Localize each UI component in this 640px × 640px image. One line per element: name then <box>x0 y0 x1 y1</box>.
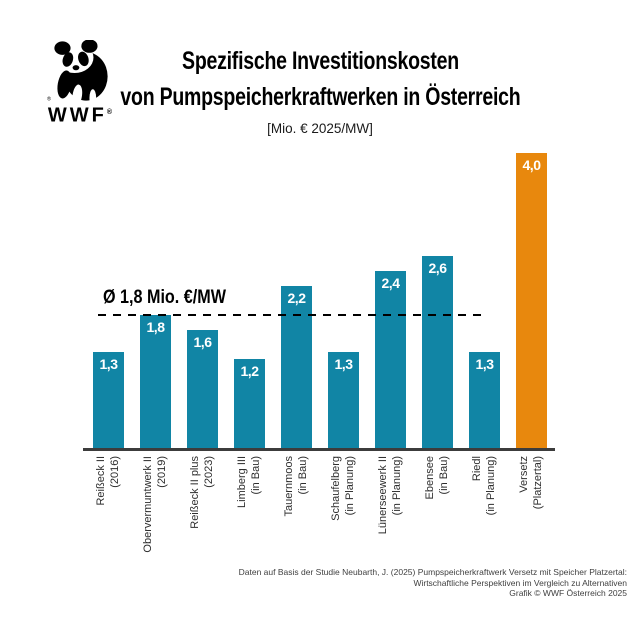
category-name: Reißeck II <box>95 456 107 506</box>
bar-6: 1,3 <box>328 352 359 448</box>
chart-title-text-1: Spezifische Investitionskosten <box>181 47 459 75</box>
bar-value-label: 1,3 <box>99 356 118 372</box>
category-label-1: Reißeck II (2016) <box>95 456 122 606</box>
registered-mark: ® <box>106 109 113 116</box>
category-status: (2016) <box>108 456 121 488</box>
chart-title-line-2: von Pumpspeicherkraftwerken in Österreic… <box>0 83 640 112</box>
source-line-1: Daten auf Basis der Studie Neubarth, J. … <box>238 567 627 577</box>
wwf-wordmark: WWF® <box>42 103 118 126</box>
average-line-label: Ø 1,8 Mio. €/MW <box>103 287 226 308</box>
bar-value-label: 2,6 <box>428 260 447 276</box>
unit-label: [Mio. € 2025/MW] <box>267 121 373 136</box>
svg-text:®: ® <box>47 96 51 102</box>
bar-value-label: 4,0 <box>522 157 541 173</box>
bar-chart: 1,3 1,8 1,6 1,2 2,2 1,3 2,4 2,6 1,3 4,0 Ø 1,8 Mio… <box>83 151 555 451</box>
bar-1: 1,3 <box>93 352 124 448</box>
bar-value-label: 1,3 <box>475 356 494 372</box>
wwf-logo: ® WWF® <box>42 40 118 126</box>
bar-4: 1,2 <box>234 359 265 448</box>
source-line-3: Grafik © WWF Österreich 2025 <box>509 588 627 598</box>
bar-value-label: 1,8 <box>146 319 165 335</box>
panda-icon: ® <box>47 40 108 102</box>
bar-value-label: 1,3 <box>334 356 353 372</box>
bar-value-label: 1,2 <box>240 363 259 379</box>
bar-value-label: 2,4 <box>381 275 400 291</box>
bar-2: 1,8 <box>140 315 171 448</box>
average-dashed-line <box>98 314 485 316</box>
chart-title-text-2: von Pumpspeicherkraftwerken in Österreic… <box>119 83 521 111</box>
category-label-2: Obervermuntwerk II (2019) <box>142 456 169 606</box>
bar-7: 2,4 <box>375 271 406 448</box>
bar-8: 2,6 <box>422 256 453 448</box>
category-name: Obervermuntwerk II <box>142 456 154 553</box>
bar-value-label: 1,6 <box>193 334 212 350</box>
wwf-wordmark-text: WWF <box>47 104 107 127</box>
category-status: (2019) <box>155 456 168 488</box>
category-label-3: Reißeck II plus (2023) <box>189 456 216 606</box>
bars-group: 1,3 1,8 1,6 1,2 2,2 1,3 2,4 2,6 1,3 4,0 <box>93 151 547 448</box>
category-status: (2023) <box>202 456 215 488</box>
bar-5: 2,2 <box>281 286 312 448</box>
bar-3: 1,6 <box>187 330 218 448</box>
source-note: Daten auf Basis der Studie Neubarth, J. … <box>239 567 627 599</box>
category-name: Reißeck II plus <box>189 456 201 529</box>
bar-9: 1,3 <box>469 352 500 448</box>
source-line-2: Wirtschaftliche Perspektiven im Vergleic… <box>413 577 627 588</box>
bar-value-label: 2,2 <box>287 290 306 306</box>
bar-10: 4,0 <box>516 153 547 448</box>
chart-title-line-1: Spezifische Investitionskosten <box>0 47 640 76</box>
